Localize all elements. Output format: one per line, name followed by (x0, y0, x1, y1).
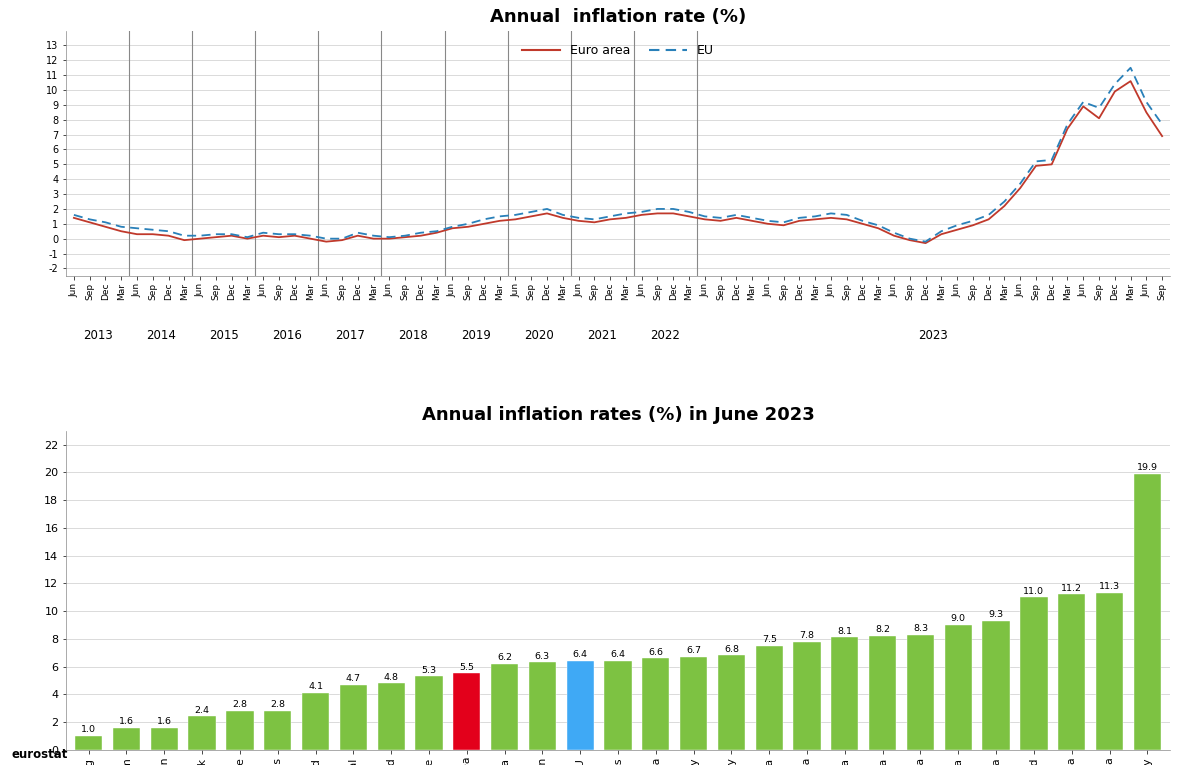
Text: eurostat: eurostat (12, 748, 68, 761)
Bar (907, 635, 934, 750)
Text: 2.8: 2.8 (270, 700, 286, 709)
Bar (529, 662, 556, 750)
Text: 11.3: 11.3 (1099, 582, 1120, 591)
Text: 2.4: 2.4 (194, 706, 210, 715)
Text: 2020: 2020 (524, 329, 554, 342)
Text: 2014: 2014 (145, 329, 175, 342)
Bar (378, 683, 404, 750)
Text: 11.2: 11.2 (1061, 584, 1082, 593)
Bar (1096, 593, 1123, 750)
Text: 2018: 2018 (398, 329, 428, 342)
Bar (151, 728, 178, 750)
Text: 7.8: 7.8 (799, 631, 815, 640)
Bar (944, 625, 972, 750)
Text: 8.2: 8.2 (875, 625, 890, 634)
Bar (188, 717, 216, 750)
Bar (340, 685, 367, 750)
Bar (793, 642, 821, 750)
Text: 2023: 2023 (918, 329, 948, 342)
Bar (642, 658, 670, 750)
Bar (869, 636, 896, 750)
Text: 4.1: 4.1 (308, 682, 323, 692)
Title: Annual  inflation rate (%): Annual inflation rate (%) (490, 8, 746, 26)
Bar (1058, 594, 1085, 750)
Bar (1134, 474, 1160, 750)
Text: 8.1: 8.1 (838, 627, 852, 636)
Bar (605, 661, 631, 750)
Bar (76, 736, 102, 750)
Text: 6.3: 6.3 (535, 652, 550, 661)
Text: 19.9: 19.9 (1136, 464, 1158, 472)
Text: 1.6: 1.6 (157, 717, 172, 726)
Bar (113, 728, 140, 750)
Text: 2017: 2017 (335, 329, 365, 342)
Text: 2019: 2019 (461, 329, 491, 342)
Bar (983, 621, 1009, 750)
Bar (756, 646, 782, 750)
Text: 4.8: 4.8 (384, 672, 398, 682)
Text: 11.0: 11.0 (1024, 587, 1044, 596)
Bar (1020, 597, 1048, 750)
Text: 6.4: 6.4 (572, 650, 588, 659)
Bar (832, 637, 858, 750)
Text: 2016: 2016 (272, 329, 301, 342)
Text: 6.6: 6.6 (648, 647, 664, 656)
Text: 2.8: 2.8 (233, 700, 247, 709)
Text: 6.8: 6.8 (724, 645, 739, 654)
Text: 7.5: 7.5 (762, 635, 776, 644)
Text: 1.0: 1.0 (82, 725, 96, 734)
Bar (264, 711, 292, 750)
Legend: Euro area, EU: Euro area, EU (517, 39, 719, 62)
Text: 4.7: 4.7 (346, 674, 361, 683)
Text: 2013: 2013 (83, 329, 113, 342)
Text: 2022: 2022 (650, 329, 680, 342)
Bar (454, 673, 480, 750)
Text: 9.0: 9.0 (950, 614, 966, 623)
Bar (415, 676, 443, 750)
Bar (718, 656, 745, 750)
Bar (566, 661, 594, 750)
Text: 9.3: 9.3 (989, 610, 1003, 619)
Text: 6.4: 6.4 (611, 650, 625, 659)
Bar (491, 664, 518, 750)
Text: 8.3: 8.3 (913, 624, 928, 633)
Text: 2021: 2021 (587, 329, 617, 342)
Bar (227, 711, 253, 750)
Bar (302, 693, 329, 750)
Text: 2015: 2015 (209, 329, 239, 342)
Text: 6.7: 6.7 (686, 646, 701, 655)
Text: 5.5: 5.5 (460, 662, 474, 672)
Text: 5.3: 5.3 (421, 666, 437, 675)
Text: 6.2: 6.2 (497, 653, 512, 662)
Text: 1.6: 1.6 (119, 717, 134, 726)
Bar (680, 657, 707, 750)
Title: Annual inflation rates (%) in June 2023: Annual inflation rates (%) in June 2023 (421, 405, 815, 424)
